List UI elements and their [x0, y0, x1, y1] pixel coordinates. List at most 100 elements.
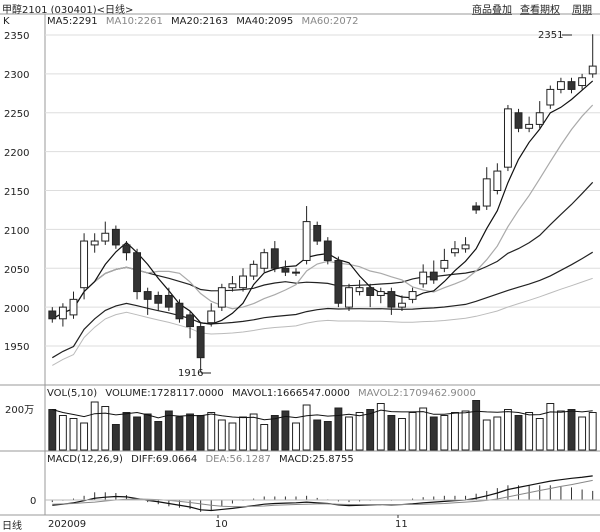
volume-bar — [546, 403, 555, 451]
volume-bar — [451, 412, 459, 451]
volume-bar — [133, 416, 142, 451]
candle-body — [503, 108, 512, 168]
candle-body — [90, 240, 99, 246]
ma40-line — [51, 251, 594, 359]
volume-bar — [239, 416, 247, 451]
volume-bar — [281, 410, 290, 451]
volume-bar — [398, 418, 406, 451]
ma5-line — [52, 80, 594, 325]
price-tick-label: 2350 — [4, 31, 29, 42]
macd-dea-line — [52, 479, 593, 508]
candle-body — [133, 252, 142, 293]
candle-body — [80, 240, 89, 289]
volume-bar — [334, 407, 343, 451]
volume-bar — [313, 419, 322, 451]
volume-bar — [217, 419, 226, 451]
ma40-value: MA40:2095 — [236, 16, 294, 27]
volume-bar — [525, 412, 534, 451]
overlay-commodity-button[interactable]: 商品叠加 — [472, 5, 512, 16]
candle-body — [482, 178, 491, 207]
date-label: 10 — [215, 519, 228, 530]
volume-bar — [408, 412, 417, 451]
candle-body — [334, 259, 343, 304]
top-bar: 甲醇2101 (030401)<日线> 商品叠加 查看期权 周期 — [0, 0, 600, 16]
ma10-value: MA10:2261 — [105, 16, 163, 27]
candle-body — [270, 248, 279, 269]
period-button[interactable]: 周期 — [572, 5, 592, 16]
candle-body — [101, 232, 110, 242]
candle-body — [260, 252, 269, 269]
candle-body — [535, 112, 544, 125]
volume-bar — [535, 418, 544, 451]
diff-value: DIFF:69.0664 — [131, 454, 198, 465]
volume-bar — [292, 422, 300, 451]
volume-bar — [175, 416, 184, 451]
view-options-button[interactable]: 查看期权 — [520, 5, 560, 16]
candle-body — [217, 287, 226, 308]
volume-tick-label: 200万 — [5, 405, 34, 416]
candle-body — [366, 287, 375, 296]
ma20-value: MA20:2163 — [171, 16, 229, 27]
candle-body — [355, 287, 364, 293]
k-label: K — [3, 16, 10, 27]
volume-bar — [556, 410, 565, 451]
mavol2-value: MAVOL2:1709462.9000 — [358, 388, 476, 399]
volume-bar — [69, 418, 78, 451]
macd-zero-label: 0 — [30, 496, 36, 507]
price-tick-label: 2200 — [4, 148, 29, 159]
ma60-value: MA60:2072 — [301, 16, 359, 27]
volume-bar — [186, 413, 194, 451]
volume-bar — [228, 422, 237, 451]
volume-value: VOLUME:1728117.0000 — [105, 388, 224, 399]
vol-label: VOL(5,10) — [47, 388, 98, 399]
period-tab[interactable]: 日线 — [2, 521, 22, 532]
volume-bar — [196, 415, 205, 451]
candle-body — [493, 170, 502, 191]
volume-bar — [503, 409, 512, 451]
volume-bar — [164, 410, 173, 451]
price-tick-label: 2250 — [4, 109, 29, 120]
candle-body — [419, 271, 428, 285]
candle-body — [122, 244, 131, 254]
candle-body — [440, 259, 449, 269]
volume-legend: VOL(5,10) VOLUME:1728117.0000 MAVOL1:166… — [47, 388, 481, 399]
candle-body — [461, 244, 470, 250]
volume-bar — [154, 421, 163, 451]
candle-body — [292, 271, 300, 274]
candle-body — [143, 291, 152, 300]
candle-body — [408, 291, 417, 300]
candle-body — [398, 302, 406, 308]
volume-bar — [376, 403, 385, 451]
candle-body — [546, 88, 555, 106]
candle-body — [281, 267, 290, 273]
macd-label: MACD(12,26,9) — [47, 454, 123, 465]
candle-body — [48, 310, 57, 320]
candle-body — [239, 275, 247, 289]
volume-bar — [493, 416, 502, 451]
volume-bar — [366, 409, 375, 451]
volume-bar — [111, 424, 120, 451]
volume-bar — [355, 412, 364, 451]
volume-bar — [514, 415, 523, 451]
low-price-label: 1916 — [178, 368, 203, 379]
macd-value: MACD:25.8755 — [279, 454, 354, 465]
candle-body — [58, 306, 67, 320]
candle-body — [164, 294, 173, 308]
candle-body — [302, 221, 311, 261]
volume-bars — [48, 400, 597, 451]
volume-bar — [387, 415, 396, 451]
date-label: 202009 — [48, 519, 86, 530]
macd-panel — [45, 475, 600, 512]
volume-bar — [578, 416, 587, 451]
candle-body — [175, 302, 184, 320]
volume-bar — [567, 409, 576, 451]
candle-body — [111, 228, 120, 246]
volume-bar — [588, 412, 597, 451]
volume-bar — [143, 413, 152, 451]
price-annotations: 2351 1916 — [178, 30, 572, 379]
mavol1-value: MAVOL1:1666547.0000 — [231, 388, 350, 399]
volume-bar — [440, 415, 449, 451]
volume-bar — [482, 419, 491, 451]
date-axis: 202009 10 11 — [48, 515, 408, 530]
